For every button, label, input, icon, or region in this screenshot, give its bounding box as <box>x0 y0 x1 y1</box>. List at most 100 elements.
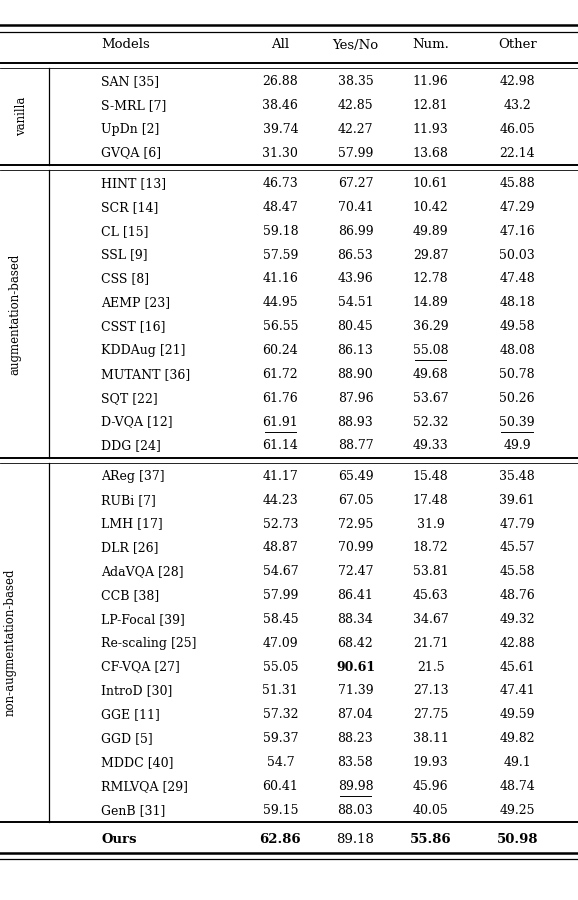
Text: 10.42: 10.42 <box>413 201 449 214</box>
Text: 22.14: 22.14 <box>499 147 535 159</box>
Text: 48.47: 48.47 <box>262 201 298 214</box>
Text: SCR [14]: SCR [14] <box>101 201 158 214</box>
Text: 12.78: 12.78 <box>413 273 449 285</box>
Text: 26.88: 26.88 <box>262 75 298 88</box>
Text: 53.81: 53.81 <box>413 565 449 578</box>
Text: AReg [37]: AReg [37] <box>101 470 165 482</box>
Text: 48.18: 48.18 <box>499 296 535 310</box>
Text: 86.99: 86.99 <box>338 225 373 238</box>
Text: 48.87: 48.87 <box>262 542 298 554</box>
Text: 60.24: 60.24 <box>262 344 298 357</box>
Text: 59.37: 59.37 <box>262 733 298 745</box>
Text: 49.58: 49.58 <box>499 320 535 333</box>
Text: IntroD [30]: IntroD [30] <box>101 685 172 698</box>
Text: 43.96: 43.96 <box>338 273 373 285</box>
Text: 42.27: 42.27 <box>338 122 373 136</box>
Text: 40.05: 40.05 <box>413 804 449 816</box>
Text: Ours: Ours <box>101 832 136 846</box>
Text: 45.63: 45.63 <box>413 590 449 602</box>
Text: 50.98: 50.98 <box>497 832 538 846</box>
Text: 11.93: 11.93 <box>413 122 449 136</box>
Text: 31.9: 31.9 <box>417 518 444 530</box>
Text: 15.48: 15.48 <box>413 470 449 482</box>
Text: MDDC [40]: MDDC [40] <box>101 756 173 769</box>
Text: 57.59: 57.59 <box>262 248 298 262</box>
Text: CCB [38]: CCB [38] <box>101 590 160 602</box>
Text: 55.05: 55.05 <box>262 661 298 673</box>
Text: 21.5: 21.5 <box>417 661 444 673</box>
Text: 55.08: 55.08 <box>413 344 449 357</box>
Text: 12.81: 12.81 <box>413 99 449 112</box>
Text: RMLVQA [29]: RMLVQA [29] <box>101 780 188 793</box>
Text: 59.15: 59.15 <box>262 804 298 816</box>
Text: 62.86: 62.86 <box>260 832 301 846</box>
Text: DDG [24]: DDG [24] <box>101 439 161 453</box>
Text: MUTANT [36]: MUTANT [36] <box>101 368 190 381</box>
Text: 72.95: 72.95 <box>338 518 373 530</box>
Text: 65.49: 65.49 <box>338 470 373 482</box>
Text: 72.47: 72.47 <box>338 565 373 578</box>
Text: 88.93: 88.93 <box>338 416 373 428</box>
Text: 45.96: 45.96 <box>413 780 449 793</box>
Text: 49.68: 49.68 <box>413 368 449 381</box>
Text: 86.13: 86.13 <box>338 344 373 357</box>
Text: 88.03: 88.03 <box>338 804 373 816</box>
Text: AdaVQA [28]: AdaVQA [28] <box>101 565 184 578</box>
Text: 27.13: 27.13 <box>413 685 449 698</box>
Text: 61.76: 61.76 <box>262 392 298 405</box>
Text: 29.87: 29.87 <box>413 248 449 262</box>
Text: 57.99: 57.99 <box>338 147 373 159</box>
Text: SQT [22]: SQT [22] <box>101 392 158 405</box>
Text: 38.11: 38.11 <box>413 733 449 745</box>
Text: 45.58: 45.58 <box>499 565 535 578</box>
Text: Num.: Num. <box>412 39 449 51</box>
Text: 44.23: 44.23 <box>262 494 298 507</box>
Text: 70.99: 70.99 <box>338 542 373 554</box>
Text: 88.34: 88.34 <box>338 613 373 626</box>
Text: 50.03: 50.03 <box>499 248 535 262</box>
Text: 83.58: 83.58 <box>338 756 373 769</box>
Text: 19.93: 19.93 <box>413 756 449 769</box>
Text: 54.51: 54.51 <box>338 296 373 310</box>
Text: Other: Other <box>498 39 537 51</box>
Text: 80.45: 80.45 <box>338 320 373 333</box>
Text: 11.96: 11.96 <box>413 75 449 88</box>
Text: 55.86: 55.86 <box>410 832 451 846</box>
Text: 52.32: 52.32 <box>413 416 449 428</box>
Text: 51.31: 51.31 <box>262 685 298 698</box>
Text: LP-Focal [39]: LP-Focal [39] <box>101 613 185 626</box>
Text: CSST [16]: CSST [16] <box>101 320 166 333</box>
Text: 18.72: 18.72 <box>413 542 449 554</box>
Text: 36.29: 36.29 <box>413 320 449 333</box>
Text: 86.53: 86.53 <box>338 248 373 262</box>
Text: 49.25: 49.25 <box>499 804 535 816</box>
Text: 49.32: 49.32 <box>499 613 535 626</box>
Text: D-VQA [12]: D-VQA [12] <box>101 416 173 428</box>
Text: 49.33: 49.33 <box>413 439 449 453</box>
Text: 48.76: 48.76 <box>499 590 535 602</box>
Text: 10.61: 10.61 <box>413 177 449 190</box>
Text: 88.23: 88.23 <box>338 733 373 745</box>
Text: 48.74: 48.74 <box>499 780 535 793</box>
Text: 14.89: 14.89 <box>413 296 449 310</box>
Text: 45.57: 45.57 <box>499 542 535 554</box>
Text: 52.73: 52.73 <box>262 518 298 530</box>
Text: 86.41: 86.41 <box>338 590 373 602</box>
Text: AEMP [23]: AEMP [23] <box>101 296 171 310</box>
Text: Yes/No: Yes/No <box>332 39 379 51</box>
Text: 35.48: 35.48 <box>499 470 535 482</box>
Text: 47.41: 47.41 <box>499 685 535 698</box>
Text: KDDAug [21]: KDDAug [21] <box>101 344 186 357</box>
Text: 47.09: 47.09 <box>262 637 298 650</box>
Text: 42.88: 42.88 <box>499 637 535 650</box>
Text: 38.35: 38.35 <box>338 75 373 88</box>
Text: 41.17: 41.17 <box>262 470 298 482</box>
Text: CSS [8]: CSS [8] <box>101 273 149 285</box>
Text: GVQA [6]: GVQA [6] <box>101 147 161 159</box>
Text: 68.42: 68.42 <box>338 637 373 650</box>
Text: 61.14: 61.14 <box>262 439 298 453</box>
Text: 49.82: 49.82 <box>499 733 535 745</box>
Text: 50.26: 50.26 <box>499 392 535 405</box>
Text: 46.73: 46.73 <box>262 177 298 190</box>
Text: LMH [17]: LMH [17] <box>101 518 163 530</box>
